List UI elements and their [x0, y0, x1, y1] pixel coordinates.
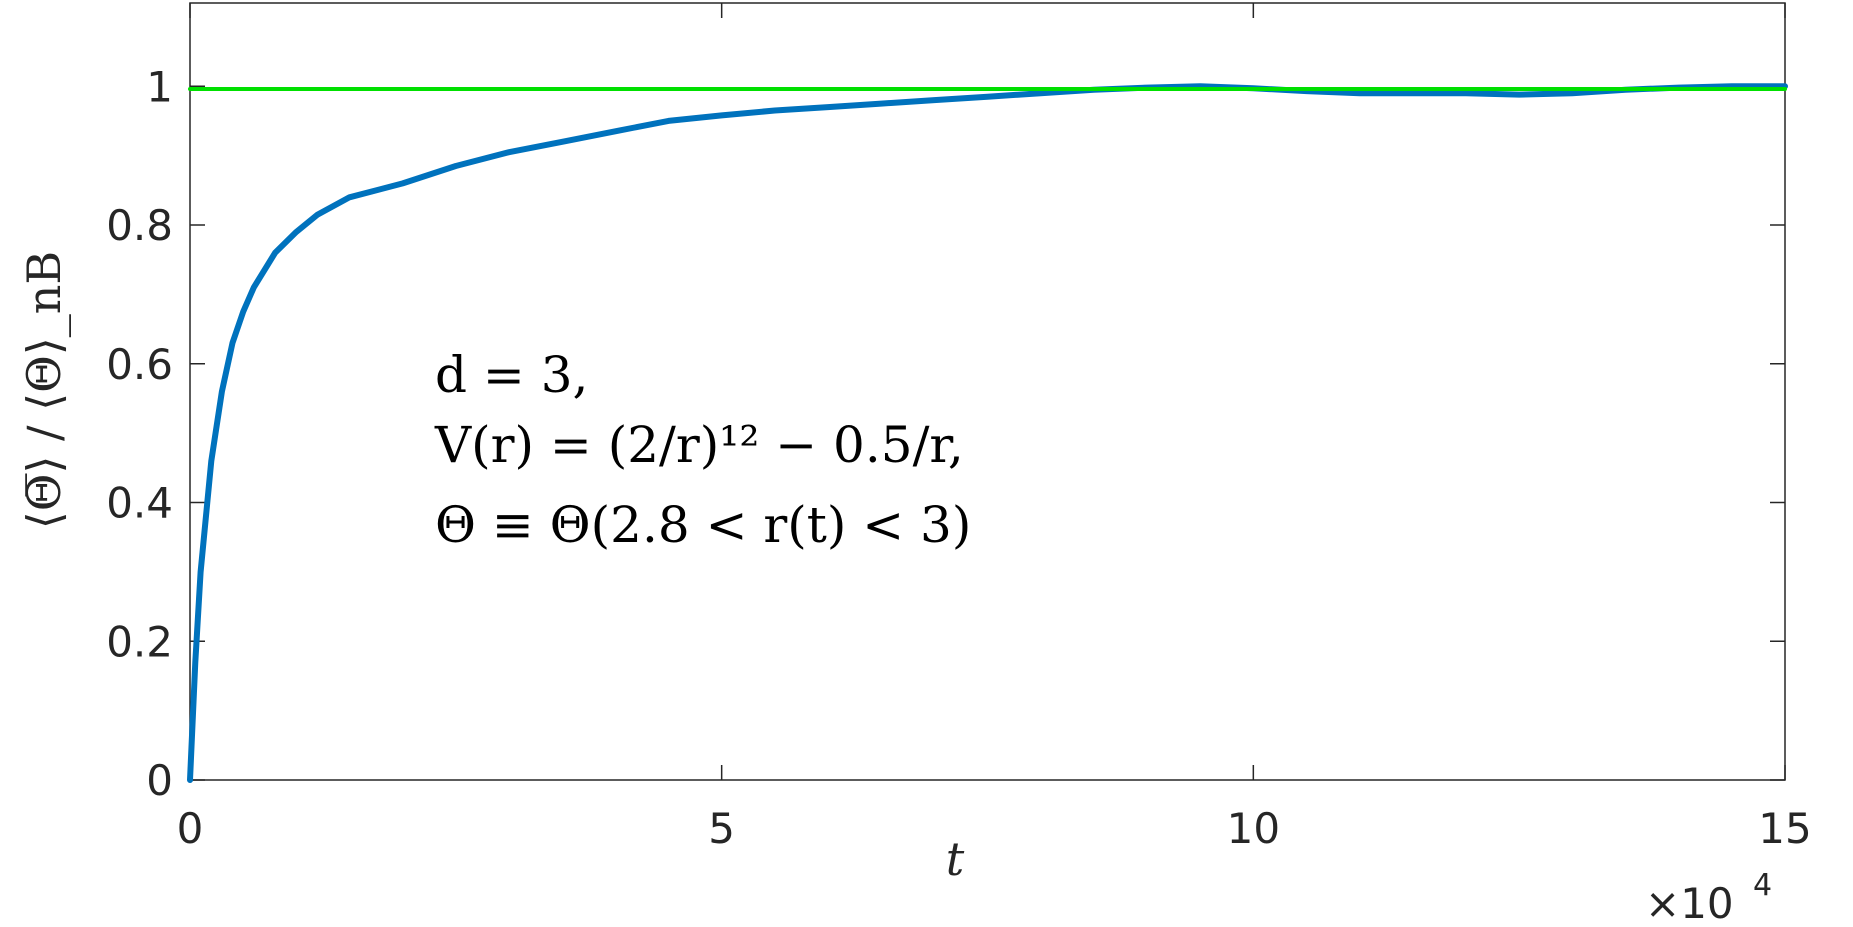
- axis-ticks: [189, 3, 1786, 781]
- x-axis-label: t: [946, 832, 965, 886]
- x-tick-label: 15: [1758, 804, 1811, 853]
- y-tick-label: 0.2: [106, 617, 173, 666]
- annotation-line-1: d = 3,: [435, 346, 588, 404]
- y-tick-label: 0.8: [106, 201, 173, 250]
- y-tick-label: 1: [146, 62, 173, 111]
- annotation-line-2: V(r) = (2/r)¹² − 0.5/r,: [434, 416, 964, 474]
- y-tick-label: 0.4: [106, 479, 173, 528]
- x-tick-label: 5: [708, 804, 735, 853]
- data-series: [187, 83, 1788, 783]
- series-line-blue: [187, 83, 1788, 783]
- x-exponent-base: ×10: [1645, 879, 1734, 927]
- x-exponent-power: 4: [1753, 868, 1772, 903]
- y-tick-label: 0.6: [106, 340, 173, 389]
- x-tick-labels: 0 5 10 15: [177, 804, 1812, 853]
- annotation-line-3: Θ ≡ Θ(2.8 < r(t) < 3): [435, 496, 971, 554]
- y-tick-label: 0: [146, 756, 173, 805]
- y-tick-labels: 0 0.2 0.4 0.6 0.8 1: [106, 62, 173, 805]
- x-tick-label: 0: [177, 804, 204, 853]
- x-tick-label: 10: [1227, 804, 1280, 853]
- y-axis-label: ⟨Θ̅⟩ / ⟨Θ⟩_nB: [17, 251, 71, 529]
- plot-area: [189, 2, 1786, 781]
- annotation-box: d = 3, V(r) = (2/r)¹² − 0.5/r, Θ ≡ Θ(2.8…: [434, 346, 971, 554]
- x-exponent: ×10 4: [1645, 868, 1772, 927]
